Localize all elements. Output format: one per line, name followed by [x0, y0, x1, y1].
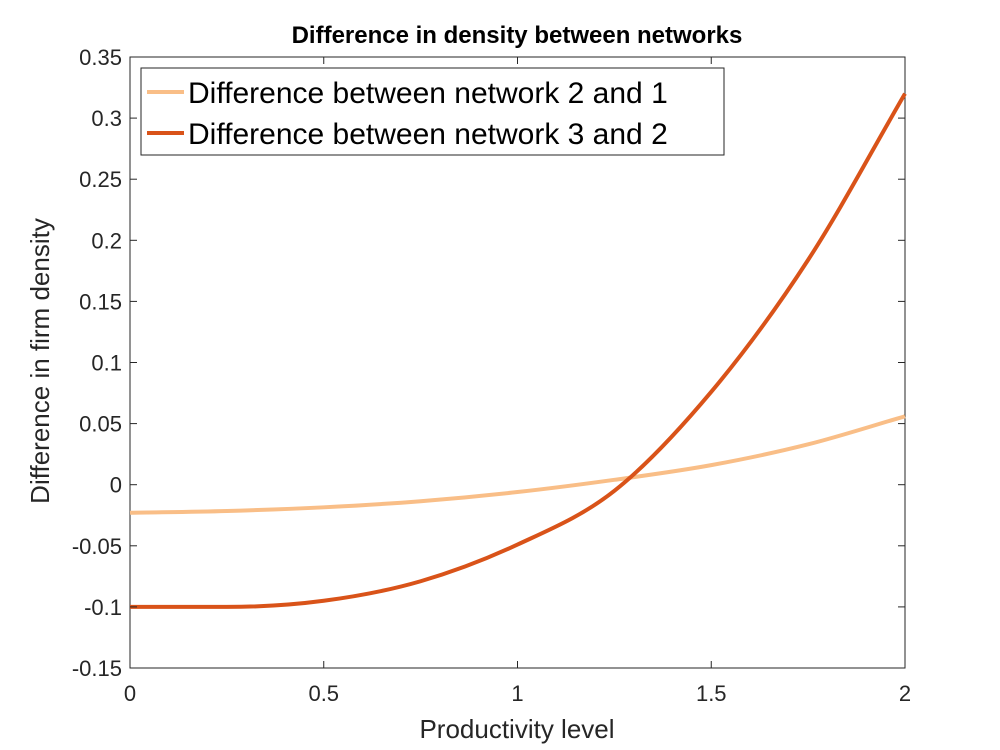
y-tick-label: 0.25	[79, 167, 122, 192]
x-tick-label: 2	[899, 681, 911, 706]
y-tick-label: 0.1	[91, 351, 122, 376]
legend: Difference between network 2 and 1 Differ…	[140, 67, 725, 156]
y-axis-label: Difference in firm density	[25, 218, 55, 504]
legend-label: Difference between network 2 and 1	[188, 77, 668, 110]
y-tick-label: 0.2	[91, 228, 122, 253]
legend-label: Difference between network 3 and 2	[188, 118, 668, 151]
x-tick-label: 1.5	[696, 681, 727, 706]
y-tick-label: 0	[110, 473, 122, 498]
x-tick-label: 0	[124, 681, 136, 706]
y-tick-label: -0.1	[84, 595, 122, 620]
y-tick-label: 0.35	[79, 45, 122, 70]
y-tick-label: 0.3	[91, 106, 122, 131]
plot-area: 0 0.5 1 1.5 2 -0.15 -0.1 -0.05 0 0.05 0.1 0.15 0.2 0.…	[72, 45, 911, 706]
y-tick-label: 0.15	[79, 289, 122, 314]
y-tick-label: -0.05	[72, 534, 122, 559]
x-axis-label: Productivity level	[419, 714, 614, 744]
legend-box	[140, 67, 725, 156]
y-tick-label: 0.05	[79, 412, 122, 437]
x-tick-label: 1	[511, 681, 523, 706]
x-tick-label: 0.5	[308, 681, 339, 706]
series-line-network-2-vs-1	[129, 414, 906, 515]
y-tick-label: -0.15	[72, 656, 122, 681]
chart-title: Difference in density between networks	[292, 22, 743, 49]
series-line-network-3-vs-2	[129, 92, 907, 609]
